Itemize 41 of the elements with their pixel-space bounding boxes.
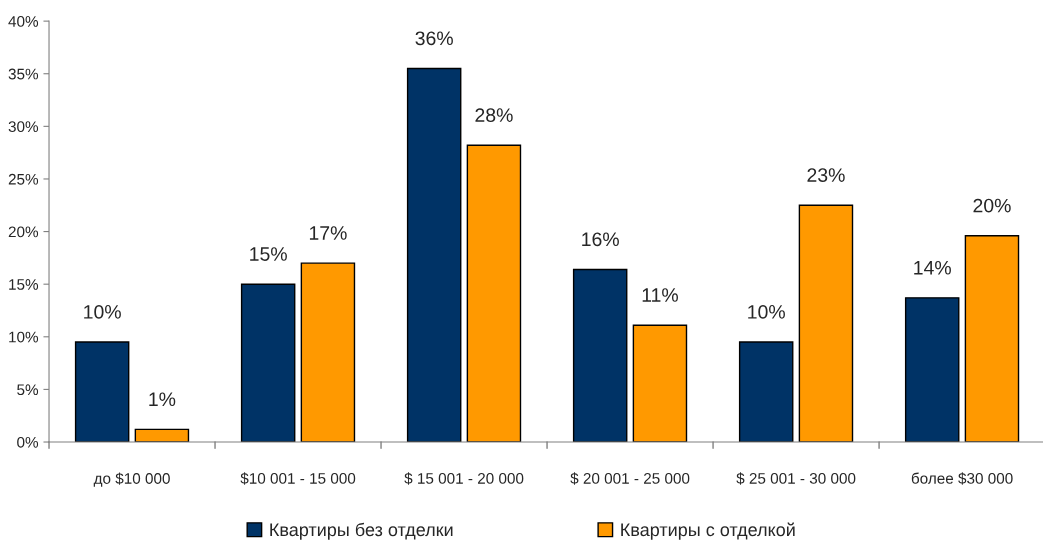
x-tick-label: $ 20 001 - 25 000 [570, 472, 690, 485]
bar [134, 428, 190, 443]
bar [466, 144, 522, 443]
bar [904, 297, 960, 443]
data-label: 23% [807, 168, 845, 182]
bar [798, 204, 854, 443]
bar [572, 268, 628, 443]
bar [240, 283, 296, 443]
bar [406, 67, 462, 443]
data-label: 15% [250, 247, 287, 261]
data-label: 10% [748, 305, 785, 319]
x-tick-label: до $10 000 [93, 472, 170, 487]
x-tick-label: $ 25 001 - 30 000 [736, 472, 856, 485]
bar [300, 262, 356, 443]
data-label: 16% [582, 232, 619, 247]
x-tick-label: более $30 000 [911, 472, 1013, 485]
legend-label: Квартиры с отделкой [621, 522, 795, 540]
bar [74, 341, 130, 443]
data-label: 28% [475, 108, 513, 122]
bar [964, 235, 1020, 443]
bar [738, 341, 794, 443]
data-label: 14% [914, 260, 951, 275]
data-label: 11% [642, 288, 678, 302]
x-tick-label: $10 001 - 15 000 [240, 472, 356, 485]
data-label: 20% [973, 198, 1011, 213]
y-tick-label: 10% [9, 331, 39, 343]
legend-label: Квартиры без отделки [270, 522, 453, 540]
y-tick-label: 20% [8, 226, 39, 238]
y-tick-label: 0% [17, 436, 39, 448]
data-label: 36% [415, 31, 453, 46]
y-tick-label: 25% [8, 173, 39, 185]
data-label: 17% [309, 226, 347, 240]
data-label: 10% [84, 305, 121, 319]
y-tick-label: 35% [8, 68, 39, 80]
y-tick-label: 5% [17, 384, 39, 396]
x-tick-label: $ 15 001 - 20 000 [404, 472, 524, 485]
data-label: 1% [149, 392, 176, 407]
y-tick-label: 15% [9, 279, 39, 290]
y-tick-label: 30% [8, 121, 39, 133]
y-tick-label: 40% [8, 16, 39, 27]
bar [632, 324, 688, 443]
